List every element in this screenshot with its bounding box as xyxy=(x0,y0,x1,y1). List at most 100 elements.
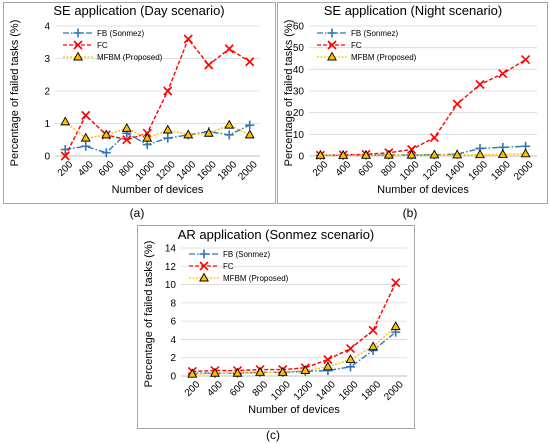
data-point xyxy=(406,149,417,159)
data-point xyxy=(338,149,349,159)
chart-b-frame xyxy=(277,2,548,204)
data-point xyxy=(520,148,531,158)
legend-marker xyxy=(327,51,337,61)
data-point xyxy=(315,149,326,159)
data-point xyxy=(498,69,508,79)
legend-label: MFBM (Proposed) xyxy=(351,53,417,62)
x-axis-title: Number of devices xyxy=(112,184,204,196)
y-tick-label: 50 xyxy=(293,43,305,54)
data-point xyxy=(187,368,198,378)
data-point xyxy=(101,148,111,158)
data-point xyxy=(300,365,311,374)
data-point xyxy=(60,151,70,161)
y-tick-label: 12 xyxy=(165,262,177,273)
series-line xyxy=(320,153,526,157)
legend-label: FC xyxy=(97,41,108,50)
y-tick-label: 60 xyxy=(293,22,305,33)
data-point xyxy=(429,149,440,159)
legend-marker xyxy=(327,28,337,38)
legend-label: MFBM (Proposed) xyxy=(97,53,163,62)
data-point xyxy=(391,278,401,288)
data-point xyxy=(81,141,91,151)
legend-marker xyxy=(327,40,337,50)
legend-item: FC xyxy=(189,261,234,271)
data-point xyxy=(452,149,463,159)
data-point xyxy=(245,57,255,67)
legend-marker xyxy=(73,28,83,38)
series-line xyxy=(192,331,397,374)
data-point xyxy=(162,124,173,134)
data-point xyxy=(204,60,214,70)
data-point xyxy=(345,354,356,363)
series-1 xyxy=(60,34,255,161)
data-point xyxy=(121,122,132,132)
legend-item: MFBM (Proposed) xyxy=(189,272,289,283)
data-point xyxy=(142,132,153,142)
y-tick-label: 30 xyxy=(293,87,305,98)
data-point xyxy=(122,135,132,145)
series-line xyxy=(64,121,251,139)
data-point xyxy=(101,129,112,139)
chart-title: AR application (Sonmez scenario) xyxy=(178,227,375,242)
y-axis-title: Percentage of failed tasks (%) xyxy=(143,241,155,388)
data-point xyxy=(245,120,255,130)
y-tick-label: 0 xyxy=(170,372,176,383)
legend-label: MFBM (Proposed) xyxy=(223,274,289,283)
panel-label: (a) xyxy=(130,206,145,220)
data-point xyxy=(183,34,193,44)
legend-item: MFBM (Proposed) xyxy=(317,51,417,62)
data-point xyxy=(209,367,220,377)
panel-label: (b) xyxy=(403,206,418,220)
data-point xyxy=(244,129,255,139)
series-2 xyxy=(60,116,255,142)
data-point xyxy=(429,133,439,143)
y-tick-label: 2 xyxy=(44,87,50,98)
data-point xyxy=(345,344,356,354)
chart-title: SE application (Night scenario) xyxy=(324,3,502,18)
y-tick-label: 1 xyxy=(44,119,50,130)
y-tick-label: 20 xyxy=(293,108,305,119)
y-tick-label: 4 xyxy=(44,22,50,33)
legend-item: FB (Sonmez) xyxy=(63,28,144,38)
y-tick-label: 10 xyxy=(165,280,177,291)
legend-marker xyxy=(73,40,83,50)
legend-marker xyxy=(199,272,209,282)
data-point xyxy=(163,133,173,143)
y-tick-label: 2 xyxy=(170,353,176,364)
legend-marker xyxy=(199,249,209,259)
y-axis-title: Percentage of failed tasks (%) xyxy=(283,20,295,167)
data-point xyxy=(475,149,485,159)
y-tick-label: 10 xyxy=(293,130,305,141)
legend-marker xyxy=(199,261,209,271)
data-point xyxy=(407,144,417,155)
data-point xyxy=(346,362,355,372)
data-point xyxy=(521,55,531,65)
data-point xyxy=(203,127,214,137)
chart-title: SE application (Day scenario) xyxy=(53,3,224,18)
legend-item: FC xyxy=(317,40,362,50)
legend-item: FB (Sonmez) xyxy=(189,249,270,259)
data-point xyxy=(322,361,333,371)
legend-label: FB (Sonmez) xyxy=(351,29,398,38)
panel-label: (c) xyxy=(266,428,280,442)
data-point xyxy=(60,116,71,126)
data-point xyxy=(475,79,485,90)
data-point xyxy=(183,129,194,139)
x-axis-title: Number of devices xyxy=(377,184,469,196)
data-point xyxy=(390,321,401,331)
data-point xyxy=(361,149,371,159)
data-point xyxy=(81,110,91,120)
y-tick-label: 0 xyxy=(44,152,50,163)
series-line xyxy=(65,124,251,154)
legend-item: MFBM (Proposed) xyxy=(63,51,163,62)
chart-a-frame xyxy=(3,2,276,204)
y-tick-label: 40 xyxy=(293,65,305,76)
data-point xyxy=(224,130,234,140)
legend-label: FB (Sonmez) xyxy=(97,29,144,38)
data-point xyxy=(277,366,288,376)
y-tick-label: 14 xyxy=(165,244,177,255)
data-point xyxy=(323,354,333,365)
series-line xyxy=(192,326,397,375)
